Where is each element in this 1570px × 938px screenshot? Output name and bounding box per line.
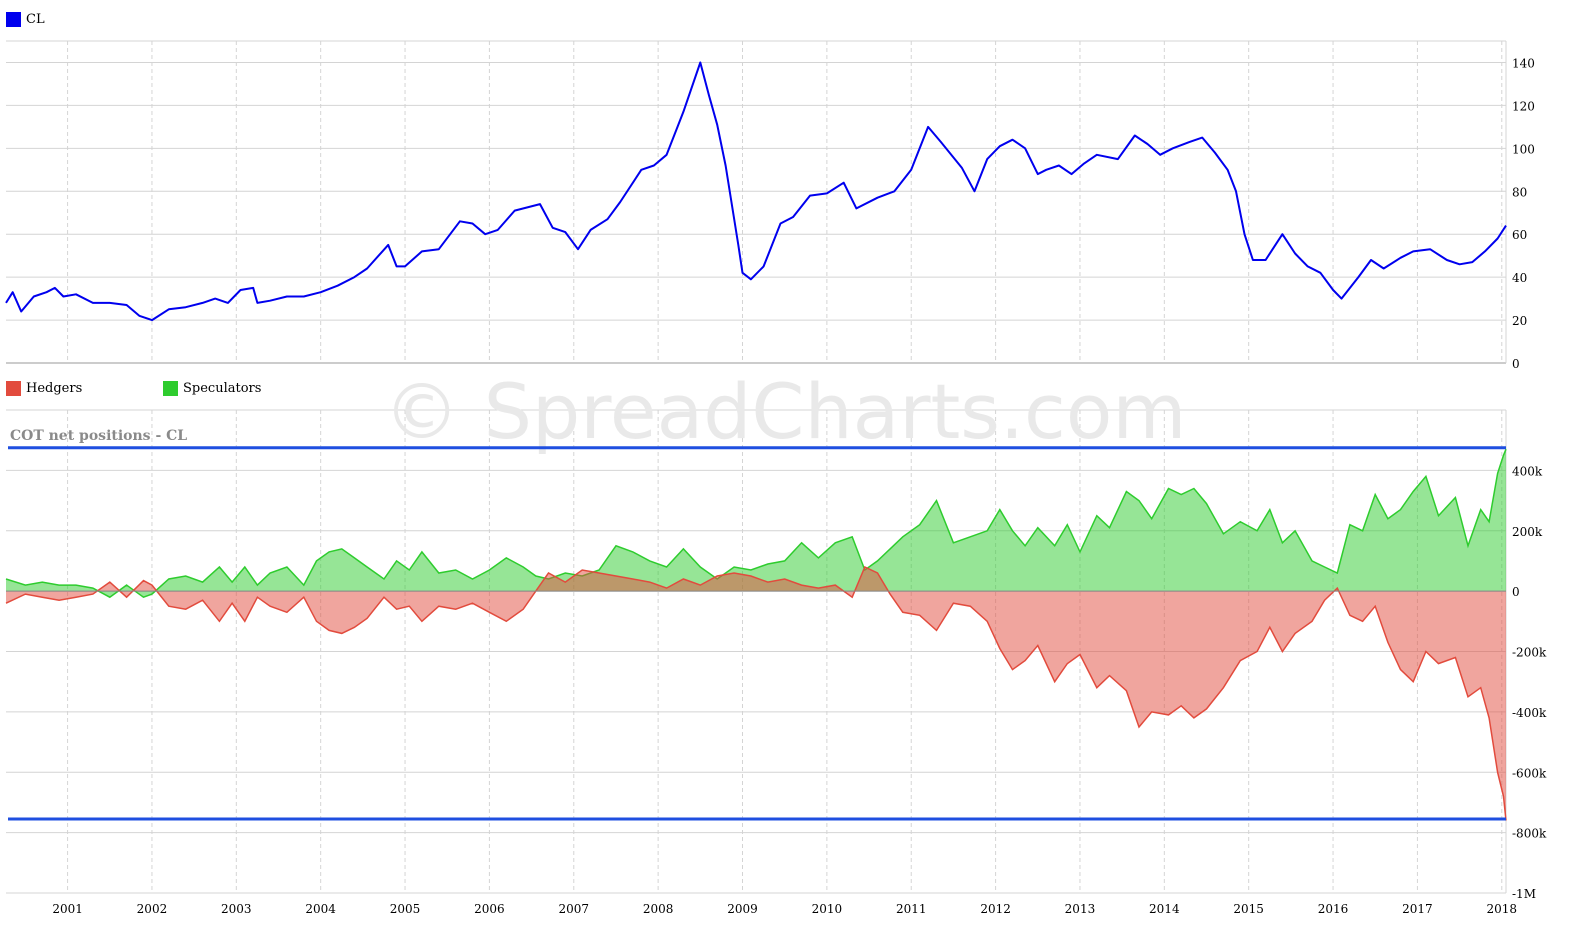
- speculators-legend-label: Speculators: [183, 381, 262, 396]
- price-y-tick-label: 120: [1512, 99, 1535, 113]
- x-tick-label: 2005: [390, 902, 421, 916]
- extreme-lines: [8, 446, 1506, 821]
- price-y-tick-label: 60: [1512, 228, 1527, 242]
- price-y-tick-label: 80: [1512, 185, 1527, 199]
- x-tick-label: 2010: [812, 902, 843, 916]
- x-tick-label: 2012: [980, 902, 1011, 916]
- hedgers-line: [5, 565, 1507, 821]
- cot-grid: [6, 409, 1507, 894]
- cot-y-tick-label: 400k: [1512, 464, 1543, 478]
- x-tick-label: 2017: [1402, 902, 1433, 916]
- price-y-tick-label: 40: [1512, 271, 1527, 285]
- cl-price-line: [5, 61, 1507, 322]
- cot-legend-speculators: Speculators: [163, 381, 261, 396]
- cot-y-tick-label: -400k: [1512, 706, 1547, 720]
- price-grid: [6, 40, 1507, 364]
- price-y-tick-label: 0: [1512, 357, 1520, 371]
- cot-y-tick-label: -800k: [1512, 827, 1547, 841]
- x-tick-label: 2014: [1149, 902, 1180, 916]
- x-tick-label: 2008: [643, 902, 674, 916]
- x-tick-label: 2018: [1487, 902, 1518, 916]
- cot-legend-hedgers: Hedgers: [6, 381, 82, 396]
- x-tick-label: 2011: [896, 902, 927, 916]
- cot-y-tick-label: -200k: [1512, 646, 1547, 660]
- price-y-tick-label: 20: [1512, 314, 1527, 328]
- axis-labels: 0 20 40 60 80 100 120 140 400k 200k 0 -200k -400k -60…: [52, 56, 1547, 916]
- cot-y-tick-label: 200k: [1512, 525, 1543, 539]
- x-tick-label: 2007: [558, 902, 589, 916]
- cot-y-tick-label: -1M: [1512, 887, 1536, 901]
- x-tick-label: 2009: [727, 902, 758, 916]
- price-line-plot: [5, 61, 1507, 322]
- hedgers-legend-swatch: [6, 381, 21, 396]
- price-legend: CL: [6, 12, 45, 27]
- cot-y-tick-label: -600k: [1512, 766, 1547, 780]
- x-tick-label: 2013: [1065, 902, 1096, 916]
- x-tick-label: 2006: [474, 902, 505, 916]
- cot-area-plot: [5, 448, 1507, 821]
- hedgers-legend-label: Hedgers: [26, 381, 83, 396]
- x-tick-label: 2004: [305, 902, 336, 916]
- cot-chart-title: COT net positions - CL: [10, 428, 187, 444]
- x-tick-label: 2016: [1318, 902, 1349, 916]
- cot-y-tick-label: 0: [1512, 585, 1520, 599]
- speculators-line: [5, 448, 1507, 599]
- x-tick-label: 2001: [52, 902, 83, 916]
- x-tick-label: 2002: [137, 902, 168, 916]
- price-y-tick-label: 140: [1512, 56, 1535, 70]
- watermark-text: © SpreadCharts.com: [384, 367, 1187, 456]
- speculators-area: [6, 449, 1506, 598]
- hedgers-area: [6, 567, 1506, 821]
- price-y-tick-label: 100: [1512, 142, 1535, 156]
- speculators-legend-swatch: [163, 381, 178, 396]
- price-legend-label: CL: [26, 12, 45, 27]
- price-legend-swatch: [6, 12, 21, 27]
- x-tick-label: 2015: [1233, 902, 1264, 916]
- x-tick-label: 2003: [221, 902, 252, 916]
